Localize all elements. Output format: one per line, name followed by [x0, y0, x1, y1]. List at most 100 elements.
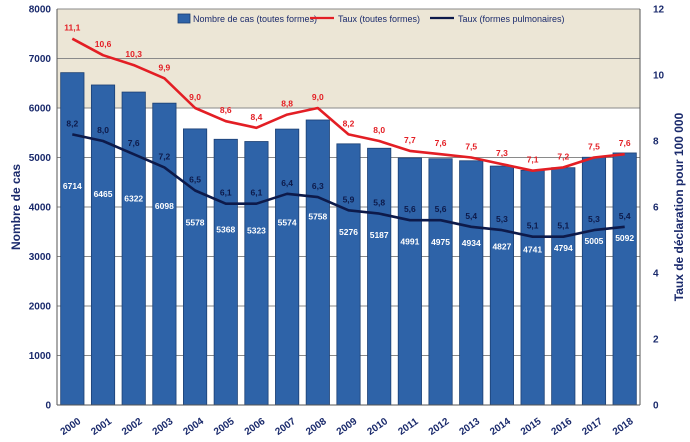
rate-pulmonary-label: 5,8 [373, 198, 385, 208]
rate-pulmonary-label: 6,1 [220, 188, 232, 198]
y2-tick-label: 0 [653, 401, 659, 412]
rate-pulmonary-label: 5,9 [343, 194, 355, 204]
y-tick-label: 7000 [29, 54, 52, 65]
x-tick-label: 2001 [89, 416, 114, 438]
y-tick-label: 4000 [29, 203, 52, 214]
legend-label-rate-all: Taux (toutes formes) [338, 14, 420, 24]
rate-all-label: 8,0 [373, 125, 385, 135]
bar-value-label: 5323 [247, 226, 266, 236]
y2-tick-label: 4 [653, 269, 659, 280]
y-tick-label: 3000 [29, 252, 52, 263]
rate-pulmonary-label: 6,3 [312, 181, 324, 191]
x-tick-label: 2010 [365, 416, 390, 438]
bar-value-label: 5005 [585, 236, 604, 246]
rate-pulmonary-label: 6,5 [189, 175, 201, 185]
x-tick-label: 2000 [59, 416, 84, 438]
y2-tick-label: 8 [653, 137, 659, 148]
bar [275, 128, 300, 406]
rate-all-label: 7,5 [465, 142, 477, 152]
rate-all-label: 7,6 [435, 138, 447, 148]
y-tick-label: 5000 [29, 153, 52, 164]
bar-value-label: 5276 [339, 227, 358, 237]
rate-all-label: 9,0 [312, 92, 324, 102]
rate-all-label: 8,2 [343, 118, 355, 128]
y-tick-label: 8000 [29, 5, 52, 16]
rate-all-label: 8,4 [251, 112, 263, 122]
rate-pulmonary-label: 5,4 [465, 211, 477, 221]
y-tick-label: 0 [45, 401, 51, 412]
rate-all-label: 7,1 [527, 155, 539, 165]
bar-value-label: 6098 [155, 201, 174, 211]
rate-pulmonary-label: 7,6 [128, 138, 140, 148]
y-tick-label: 1000 [29, 351, 52, 362]
x-tick-label: 2006 [243, 416, 268, 438]
rate-pulmonary-label: 8,2 [66, 118, 78, 128]
x-tick-label: 2009 [335, 416, 360, 438]
rate-pulmonary-label: 5,6 [435, 204, 447, 214]
x-tick-label: 2017 [580, 416, 605, 438]
bar [428, 158, 453, 406]
line-series [71, 37, 625, 238]
bar [581, 156, 607, 406]
x-tick-label: 2007 [273, 416, 298, 438]
rate-all-label: 8,6 [220, 105, 232, 115]
y2-axis-title: Taux de déclaration pour 100 000 [672, 112, 686, 301]
y-tick-label: 6000 [29, 104, 52, 115]
rate-pulmonary-label: 5,3 [588, 214, 600, 224]
rate-pulmonary-label: 5,1 [527, 221, 539, 231]
legend: Nombre de cas (toutes formes) Taux (toute… [177, 13, 565, 24]
rate-all-label: 7,3 [496, 148, 508, 158]
bar [459, 160, 484, 406]
y2-tick-label: 10 [653, 71, 665, 82]
bar [183, 128, 208, 406]
legend-label-bars: Nombre de cas (toutes formes) [193, 14, 317, 24]
bar-value-label: 6714 [63, 181, 82, 191]
bar [489, 165, 514, 406]
bar-value-label: 4991 [400, 236, 419, 246]
rate-all-label: 7,5 [588, 142, 600, 152]
rate-pulmonary-label: 6,1 [251, 188, 263, 198]
rate-all-label: 9,9 [158, 62, 170, 72]
bar [244, 141, 269, 406]
rate-pulmonary-label: 7,2 [158, 151, 170, 161]
rate-all-label: 10,3 [125, 49, 142, 59]
x-tick-label: 2015 [519, 416, 544, 438]
bar [612, 152, 637, 406]
bar-value-label: 5578 [186, 218, 205, 228]
bar-series [60, 72, 637, 406]
bar-value-label: 4794 [554, 243, 573, 253]
y-tick-label: 2000 [29, 302, 52, 313]
x-tick-label: 2005 [212, 416, 237, 438]
bar-value-label: 5574 [278, 218, 297, 228]
bar-value-label: 6465 [94, 189, 113, 199]
rate-all-label: 10,6 [95, 39, 112, 49]
bar-value-label: 4975 [431, 237, 450, 247]
x-tick-label: 2016 [550, 416, 575, 438]
x-tick-label: 2013 [458, 416, 483, 438]
bar-value-label: 5092 [615, 233, 634, 243]
x-tick-label: 2004 [181, 416, 206, 438]
bar [367, 147, 392, 406]
rate-all-label: 9,0 [189, 92, 201, 102]
bar-value-label: 4827 [492, 242, 511, 252]
bar [520, 169, 545, 406]
bar [152, 102, 177, 406]
rate-pulmonary-label: 5,1 [557, 221, 569, 231]
data-labels: 6714 6465 6322 6098 5578 5368 5323 5574 5758 5276… [63, 23, 634, 255]
y-axis-title: Nombre de cas [9, 164, 23, 250]
bar [305, 119, 330, 406]
bar [336, 143, 361, 406]
rate-pulmonary-label: 6,4 [281, 178, 293, 188]
y2-tick-label: 6 [653, 203, 659, 214]
line-rate-pulmonary [72, 133, 625, 238]
rate-pulmonary-label: 5,3 [496, 214, 508, 224]
y2-tick-label: 12 [653, 5, 665, 16]
rate-all-label: 7,7 [404, 135, 416, 145]
rate-pulmonary-label: 8,0 [97, 125, 109, 135]
rate-pulmonary-label: 5,4 [619, 211, 631, 221]
x-tick-label: 2002 [120, 416, 145, 438]
x-tick-label: 2014 [488, 416, 513, 438]
x-tick-label: 2003 [151, 416, 176, 438]
bar-value-label: 4741 [523, 244, 542, 254]
